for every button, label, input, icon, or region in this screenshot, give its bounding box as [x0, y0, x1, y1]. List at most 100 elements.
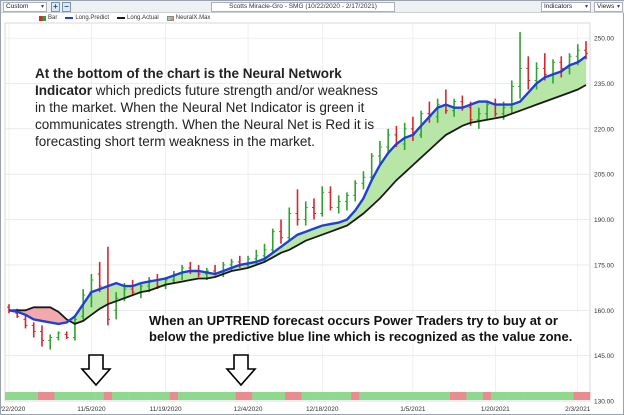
x-tick-label: 10/22/2020 — [1, 406, 26, 413]
neural-signal-cell — [194, 392, 204, 400]
x-axis: 10/22/2020 11/5/2020 11/19/2020 12/4/2020 12… — [1, 406, 591, 413]
y-tick-label: 160.00 — [594, 308, 614, 315]
neural-signal-cell — [540, 392, 550, 400]
neural-signal-cell — [5, 392, 14, 400]
neural-signal-cell — [524, 392, 533, 400]
chevron-down-icon: ▾ — [40, 4, 44, 10]
neural-signal-cell — [235, 392, 245, 400]
chart-fills — [8, 55, 587, 325]
neural-signal-cell — [342, 392, 352, 400]
neural-signal-cell — [441, 392, 451, 400]
neural-signal-cell — [128, 392, 138, 400]
indicators-select[interactable]: Indicators ▾ — [541, 2, 591, 12]
neural-signal-cell — [243, 392, 253, 400]
bar-swatch-icon — [39, 15, 46, 21]
long-predict-line — [8, 55, 587, 326]
neural-signal-cell — [581, 392, 591, 400]
neural-signal-cell — [392, 392, 401, 400]
neural-signal-cell — [202, 392, 212, 400]
legend-bar-label: Bar — [48, 15, 58, 21]
neural-signal-cell — [29, 392, 39, 400]
neural-signal-cell — [87, 392, 96, 400]
x-tick-label: 2/3/2021 — [565, 406, 591, 413]
legend-long-actual-label: Long.Actual — [127, 15, 159, 21]
neural-signal-cell — [112, 392, 121, 400]
forecast-fill — [552, 71, 562, 99]
legend-long-actual[interactable]: Long.Actual — [117, 15, 159, 21]
legend-neuralx[interactable]: NeuralX.Max — [166, 15, 210, 21]
y-tick-label: 205.00 — [594, 172, 614, 179]
zoom-in-button[interactable]: + — [51, 2, 60, 12]
chart-title: Scotts Miracle-Gro - SMG (10/22/2020 - 2… — [211, 2, 395, 12]
y-tick-label: 220.00 — [594, 126, 614, 133]
y-tick-label: 145.00 — [594, 353, 614, 360]
x-tick-label: 12/4/2020 — [234, 406, 263, 413]
neural-signal-cell — [482, 392, 492, 400]
neural-signal-cell — [186, 392, 195, 400]
y-tick-label: 190.00 — [594, 217, 614, 224]
legend-bar[interactable]: Bar — [39, 15, 57, 21]
timeframe-select[interactable]: Custom ▾ — [3, 2, 47, 12]
neural-signal-cell — [37, 392, 47, 400]
toolbar: Custom ▾ + − Scotts Miracle-Gro - SMG (1… — [1, 1, 624, 13]
neural-signal-cell — [285, 392, 294, 400]
neural-signal-cell — [46, 392, 55, 400]
neural-signal-cell — [367, 392, 377, 400]
neural-indicator — [5, 392, 591, 400]
neural-signal-cell — [178, 392, 187, 400]
neural-signal-cell — [219, 392, 228, 400]
neural-signal-cell — [416, 392, 426, 400]
neural-signal-cell — [351, 392, 360, 400]
legend-long-predict[interactable]: Long.Predict — [65, 15, 109, 21]
neural-signal-cell — [425, 392, 434, 400]
y-tick-label: 175.00 — [594, 262, 614, 269]
long-actual-line — [9, 84, 587, 325]
neural-signal-cell — [565, 392, 574, 400]
zoom-out-button[interactable]: − — [62, 2, 71, 12]
down-arrow-icon — [225, 354, 257, 387]
neural-signal-cell — [375, 392, 385, 400]
neural-signal-cell — [507, 392, 517, 400]
neural-signal-cell — [210, 392, 220, 400]
neural-signal-cell — [252, 392, 261, 400]
neural-signal-cell — [227, 392, 237, 400]
x-tick-label: 12/18/2020 — [306, 406, 339, 413]
neural-signal-cell — [70, 392, 80, 400]
views-select[interactable]: Views ▾ — [594, 2, 623, 12]
views-label: Views — [597, 3, 615, 10]
neural-signal-cell — [95, 392, 105, 400]
chevron-down-icon: ▾ — [584, 4, 588, 10]
neural-signal-cell — [62, 392, 72, 400]
neural-signal-cell — [557, 392, 566, 400]
neural-signal-cell — [276, 392, 286, 400]
neural-signal-cell — [474, 392, 484, 400]
neural-signal-cell — [433, 392, 442, 400]
annotation-heading: At the bottom of the chart is the Neural… — [35, 66, 342, 98]
y-tick-label: 250.00 — [594, 36, 614, 43]
chart-legend: Bar Long.Predict Long.Actual NeuralX.Max — [39, 15, 210, 21]
chart-lines — [8, 55, 587, 326]
indicators-label: Indicators — [544, 3, 573, 10]
neural-signal-cell — [293, 392, 302, 400]
x-tick-label: 1/20/2021 — [481, 406, 510, 413]
annotation-body: which predicts future strength and/or we… — [35, 83, 378, 149]
chart-grid — [4, 22, 591, 402]
neural-signal-cell — [466, 392, 475, 400]
neural-signal-cell — [54, 392, 63, 400]
neural-signal-cell — [21, 392, 31, 400]
x-tick-label: 1/5/2021 — [400, 406, 426, 413]
neural-signal-cell — [136, 392, 146, 400]
legend-long-predict-label: Long.Predict — [75, 15, 110, 21]
x-tick-label: 11/19/2020 — [150, 406, 182, 413]
neural-signal-cell — [499, 392, 508, 400]
forecast-fill — [569, 62, 578, 93]
neural-signal-cell — [13, 392, 22, 400]
neural-signal-cell — [145, 392, 154, 400]
neural-signal-cell — [301, 392, 311, 400]
neural-signal-cell — [449, 392, 459, 400]
neural-signal-cell — [268, 392, 278, 400]
forecast-fill — [478, 101, 488, 122]
neural-signal-cell — [169, 392, 179, 400]
